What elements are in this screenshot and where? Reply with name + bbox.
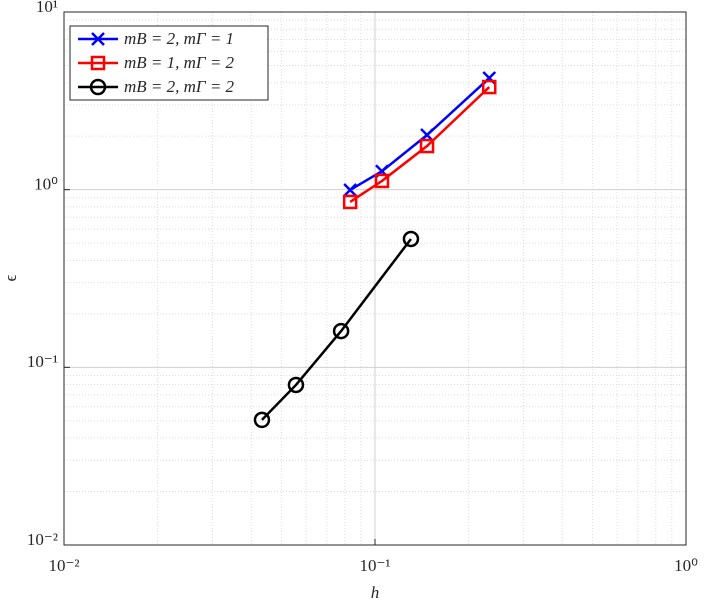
- marker: [332, 322, 350, 340]
- marker: [253, 411, 271, 429]
- legend-label: mB = 2, mΓ = 2: [124, 77, 235, 96]
- marker: [342, 194, 358, 210]
- y-axis-label: ϵ: [1, 274, 20, 281]
- legend-marker: [89, 78, 107, 96]
- x-tick-label: 10⁻¹: [359, 556, 390, 575]
- marker: [343, 183, 358, 197]
- series: [253, 230, 420, 429]
- y-tick-label: 10⁻²: [27, 530, 58, 549]
- marker: [419, 138, 435, 154]
- x-tick-label: 10⁰: [674, 556, 698, 575]
- marker: [374, 173, 390, 189]
- x-tick-label: 10⁻²: [48, 556, 79, 575]
- legend-marker: [91, 32, 105, 46]
- series-line: [349, 77, 491, 192]
- y-tick-label: 10⁻¹: [27, 352, 58, 371]
- series-line: [349, 86, 491, 203]
- series: [342, 79, 497, 210]
- marker: [287, 376, 305, 394]
- legend-label: mB = 2, mΓ = 1: [124, 29, 234, 48]
- legend-label: mB = 1, mΓ = 2: [124, 53, 235, 72]
- legend-marker: [90, 55, 106, 71]
- marker: [481, 79, 497, 95]
- y-tick-label: 10⁰: [34, 175, 58, 194]
- x-axis-label: h: [371, 583, 380, 602]
- marker: [402, 230, 420, 248]
- y-tick-label: 10¹: [36, 0, 58, 16]
- plot-frame: [63, 11, 687, 546]
- series-line: [261, 238, 412, 421]
